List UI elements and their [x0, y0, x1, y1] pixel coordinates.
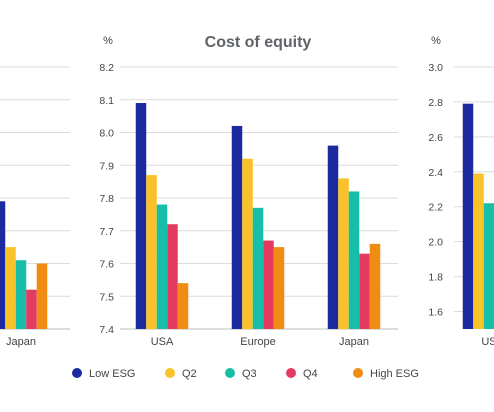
center-unit-label: %	[103, 35, 113, 47]
bar-q2	[473, 173, 484, 329]
bar-high-esg	[369, 243, 381, 329]
legend-marker	[72, 368, 82, 378]
y-tick-label: 2.4	[428, 167, 443, 179]
y-tick-label: 8.2	[99, 62, 114, 74]
legend-marker	[286, 368, 296, 378]
bar-high-esg	[177, 283, 189, 329]
bar-low-esg	[462, 103, 474, 330]
y-tick-label: 7.4	[99, 324, 114, 336]
bar-q4	[26, 289, 37, 329]
right-unit-label: %	[431, 35, 441, 47]
bar-low-esg	[231, 125, 243, 329]
x-category-label: Japan	[339, 336, 369, 348]
bar-q2	[146, 175, 157, 329]
y-tick-label: 7.7	[99, 226, 114, 238]
y-tick-label: 7.8	[99, 193, 114, 205]
y-tick-label: 3.0	[428, 62, 443, 74]
bar-q3	[252, 207, 264, 329]
legend-label: Q4	[303, 368, 318, 380]
bar-q2	[338, 178, 349, 329]
bar-low-esg	[135, 103, 147, 330]
bar-q3	[483, 203, 494, 329]
y-tick-label: 8.1	[99, 95, 114, 107]
legend-marker	[225, 368, 235, 378]
x-category-label: Europe	[240, 336, 275, 348]
bar-high-esg	[36, 263, 48, 329]
y-tick-label: 8.0	[99, 128, 114, 140]
bar-q4	[359, 253, 370, 329]
y-tick-label: 7.5	[99, 291, 114, 303]
bar-low-esg	[0, 201, 6, 329]
center-panel-cost-of-equity: Cost of equity % 7.4 7.5 7.6 7.7 7.8 7.9 8.0 8.…	[99, 34, 398, 348]
y-tick-label: 1.8	[428, 272, 443, 284]
legend-label: Q2	[182, 368, 197, 380]
y-tick-label: 2.6	[428, 132, 443, 144]
y-tick-label: 2.2	[428, 202, 443, 214]
y-tick-label: 1.6	[428, 307, 443, 319]
y-tick-label: 2.0	[428, 237, 443, 249]
y-tick-label: 2.8	[428, 97, 443, 109]
y-tick-label: 7.9	[99, 160, 114, 172]
bar-q4	[263, 240, 274, 329]
legend-label: Q3	[242, 368, 257, 380]
x-category-label: USA	[151, 336, 174, 348]
legend: Low ESG Q2 Q3 Q4 High ESG	[72, 368, 419, 380]
right-partial-panel: % 1.6 1.8 2.0 2.2 2.4 2.6 2.8 3.0 US	[428, 35, 494, 348]
legend-label: High ESG	[370, 368, 419, 380]
bar-high-esg	[273, 247, 285, 329]
legend-marker	[353, 368, 363, 378]
bar-low-esg	[327, 145, 339, 329]
legend-label: Low ESG	[89, 368, 135, 380]
bar-q3	[348, 191, 360, 329]
bar-q4	[167, 224, 178, 329]
x-category-label: US	[481, 336, 494, 348]
bar-q3	[156, 204, 168, 329]
y-tick-label: 7.6	[99, 259, 114, 271]
chart-title: Cost of equity	[205, 34, 312, 51]
left-partial-panel: Japan	[0, 66, 70, 348]
bar-q2	[242, 158, 253, 329]
legend-marker	[165, 368, 175, 378]
bar-q3	[15, 260, 27, 329]
bar-q2	[5, 247, 16, 329]
x-category-label: Japan	[6, 336, 36, 348]
